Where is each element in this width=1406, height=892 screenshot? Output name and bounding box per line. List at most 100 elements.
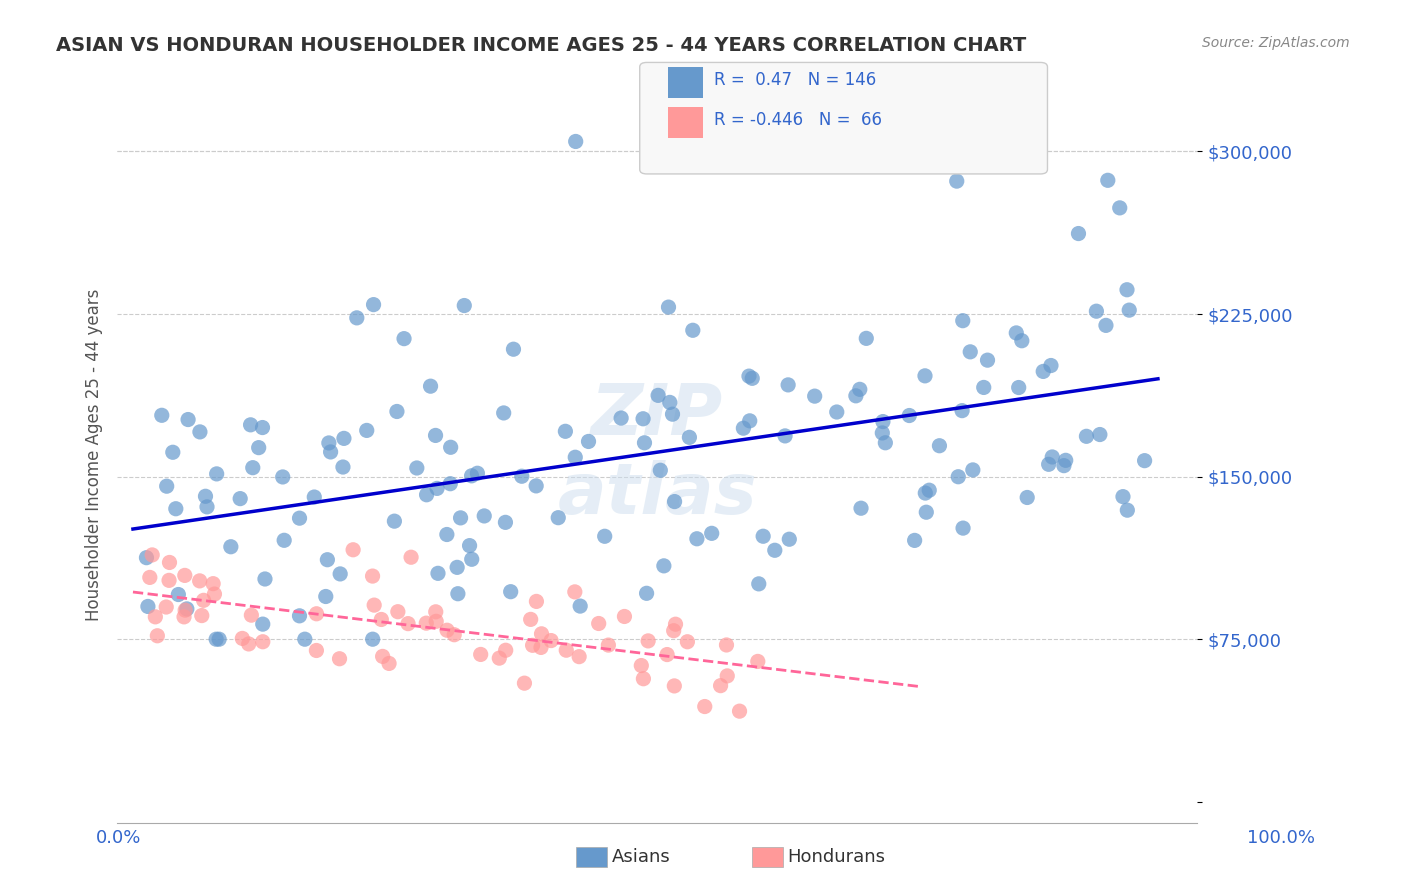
Point (610, 411, 633, 425)
Point (205, 632, 228, 647)
Point (387, 605, 409, 619)
Point (204, 587, 226, 601)
Point (305, 643, 328, 657)
Point (436, 624, 458, 638)
Point (686, 532, 709, 546)
Point (502, 343, 524, 357)
Point (399, 550, 422, 565)
Point (167, 588, 190, 602)
Point (849, 382, 872, 396)
Point (271, 470, 294, 484)
Point (446, 560, 468, 574)
Point (655, 648, 678, 662)
Point (396, 616, 419, 631)
Point (492, 406, 515, 420)
Point (361, 569, 384, 583)
Point (952, 521, 974, 535)
Point (1067, 227, 1090, 241)
Point (564, 135, 586, 149)
Point (356, 424, 378, 438)
Text: Source: ZipAtlas.com: Source: ZipAtlas.com (1202, 36, 1350, 50)
Point (530, 627, 553, 641)
Point (332, 460, 354, 475)
Point (419, 379, 441, 393)
Point (188, 574, 211, 588)
Point (1112, 490, 1135, 504)
Point (1097, 173, 1119, 187)
Point (915, 505, 938, 519)
Point (849, 501, 872, 516)
Point (208, 632, 231, 647)
Point (1008, 380, 1031, 394)
Point (741, 371, 763, 385)
Point (631, 411, 654, 425)
Point (658, 395, 681, 409)
Point (467, 467, 489, 481)
Point (662, 624, 685, 638)
Point (613, 609, 636, 624)
Point (716, 638, 738, 652)
Point (458, 539, 481, 553)
Point (294, 632, 316, 647)
Point (738, 369, 761, 384)
Point (470, 648, 492, 662)
Point (1085, 304, 1108, 318)
Point (522, 638, 544, 652)
Point (950, 403, 973, 417)
Point (143, 610, 166, 624)
Text: 0.0%: 0.0% (96, 829, 141, 847)
Point (173, 568, 195, 582)
Point (633, 435, 655, 450)
Point (778, 377, 800, 392)
Point (252, 617, 274, 632)
Point (460, 468, 482, 483)
Point (150, 409, 173, 423)
Point (316, 552, 339, 566)
Point (363, 598, 385, 612)
Point (682, 323, 704, 337)
Point (361, 632, 384, 647)
Text: Asians: Asians (612, 848, 671, 866)
Point (1088, 427, 1111, 442)
Point (447, 587, 470, 601)
Point (973, 380, 995, 394)
Point (162, 445, 184, 459)
Point (693, 699, 716, 714)
Point (510, 469, 533, 483)
Point (678, 430, 700, 444)
Point (633, 672, 655, 686)
Point (253, 572, 276, 586)
Point (945, 174, 967, 188)
Point (155, 600, 177, 615)
Point (288, 511, 311, 525)
Text: Hondurans: Hondurans (787, 848, 886, 866)
Point (637, 633, 659, 648)
Point (378, 657, 401, 671)
Point (569, 599, 592, 613)
Point (657, 300, 679, 314)
Point (1011, 334, 1033, 348)
Point (748, 577, 770, 591)
Point (385, 404, 408, 418)
Point (1108, 201, 1130, 215)
Point (914, 486, 936, 500)
Point (664, 494, 686, 508)
Point (524, 479, 547, 493)
Point (1054, 453, 1077, 467)
Point (415, 488, 437, 502)
Point (568, 649, 591, 664)
Point (564, 450, 586, 465)
Point (710, 679, 733, 693)
Point (555, 643, 578, 657)
Point (530, 640, 553, 655)
Text: ASIAN VS HONDURAN HOUSEHOLDER INCOME AGES 25 - 44 YEARS CORRELATION CHART: ASIAN VS HONDURAN HOUSEHOLDER INCOME AGE… (56, 36, 1026, 54)
Point (1116, 503, 1139, 517)
Point (329, 566, 352, 581)
Point (202, 576, 225, 591)
Point (440, 440, 463, 454)
Point (231, 632, 253, 646)
Point (578, 434, 600, 449)
Point (205, 467, 228, 481)
Point (247, 441, 270, 455)
Point (219, 540, 242, 554)
